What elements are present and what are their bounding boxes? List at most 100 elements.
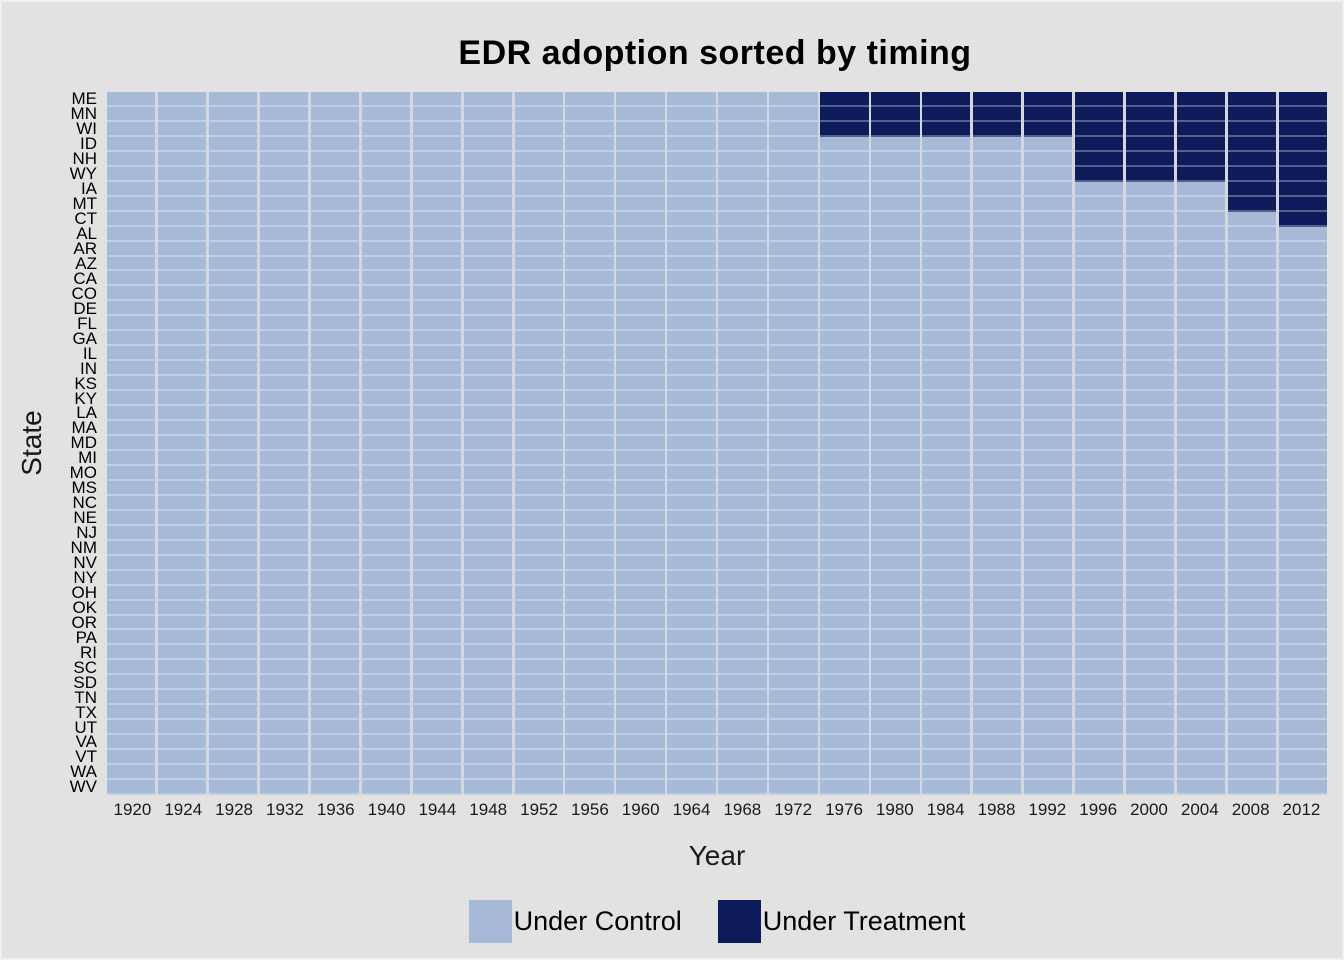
heatmap-cell-MN-1948 bbox=[463, 106, 512, 122]
heatmap-cell-NV-1988 bbox=[972, 555, 1022, 571]
heatmap-cell-IA-1988 bbox=[972, 181, 1022, 197]
heatmap-cell-CA-2008 bbox=[1227, 271, 1277, 287]
heatmap-cell-IN-2008 bbox=[1227, 361, 1277, 377]
heatmap-cell-NC-1956 bbox=[565, 495, 614, 511]
heatmap-cell-NM-1932 bbox=[259, 540, 309, 556]
heatmap-cell-MN-1996 bbox=[1074, 106, 1124, 122]
heatmap-cell-OH-1988 bbox=[972, 585, 1022, 601]
heatmap-cell-FL-1920 bbox=[107, 316, 156, 332]
x-axis-tick-label-1972: 1972 bbox=[774, 800, 813, 819]
heatmap-cell-TN-2012 bbox=[1278, 690, 1327, 706]
heatmap-cell-CA-1948 bbox=[463, 271, 512, 287]
heatmap-cell-UT-1980 bbox=[871, 720, 920, 736]
heatmap-cell-MI-1936 bbox=[310, 450, 360, 466]
heatmap-cell-MN-1936 bbox=[310, 106, 360, 122]
heatmap-cell-NC-1920 bbox=[107, 495, 156, 511]
heatmap-cell-NE-1964 bbox=[667, 510, 716, 526]
heatmap-cell-IN-1968 bbox=[718, 361, 767, 377]
y-axis-label-VT: VT bbox=[75, 747, 97, 767]
heatmap-cell-AR-2008 bbox=[1227, 241, 1277, 257]
heatmap-cell-NY-1924 bbox=[157, 570, 207, 586]
heatmap-cell-WY-1932 bbox=[259, 166, 309, 182]
heatmap-cell-TX-1972 bbox=[769, 705, 818, 721]
heatmap-cell-MS-1924 bbox=[157, 480, 207, 496]
heatmap-cell-OH-1964 bbox=[667, 585, 716, 601]
heatmap-cell-IA-2008 bbox=[1227, 181, 1277, 197]
heatmap-cell-CO-1984 bbox=[922, 286, 971, 302]
heatmap-cell-FL-1988 bbox=[972, 316, 1022, 332]
heatmap-cell-KS-1992 bbox=[1023, 376, 1073, 392]
heatmap-cell-DE-1960 bbox=[616, 301, 665, 317]
heatmap-cell-SD-1980 bbox=[871, 675, 920, 691]
heatmap-cell-NM-2008 bbox=[1227, 540, 1277, 556]
heatmap-cell-FL-1936 bbox=[310, 316, 360, 332]
heatmap-cell-MT-1988 bbox=[972, 196, 1022, 212]
heatmap-cell-AL-1924 bbox=[157, 226, 207, 242]
heatmap-cell-KS-1980 bbox=[871, 376, 920, 392]
heatmap-cell-KS-1960 bbox=[616, 376, 665, 392]
x-axis-tick-label-2008: 2008 bbox=[1231, 800, 1270, 819]
heatmap-cell-TX-1992 bbox=[1023, 705, 1073, 721]
heatmap-cell-MT-1972 bbox=[769, 196, 818, 212]
heatmap-cell-OK-1964 bbox=[667, 600, 716, 616]
heatmap-cell-NY-2008 bbox=[1227, 570, 1277, 586]
heatmap-cell-TX-1924 bbox=[157, 705, 207, 721]
heatmap-cell-MN-1980 bbox=[871, 106, 920, 122]
heatmap-cell-NH-1944 bbox=[412, 151, 462, 167]
heatmap-cell-TN-1964 bbox=[667, 690, 716, 706]
heatmap-cell-ID-1964 bbox=[667, 136, 716, 152]
heatmap-cell-MO-1984 bbox=[922, 465, 971, 481]
heatmap-cell-CT-1936 bbox=[310, 211, 360, 227]
heatmap-cell-FL-1948 bbox=[463, 316, 512, 332]
y-axis-label-PA: PA bbox=[75, 627, 97, 647]
heatmap-cell-ID-1976 bbox=[820, 136, 869, 152]
heatmap-cell-IL-1976 bbox=[820, 346, 869, 362]
heatmap-cell-ID-1940 bbox=[361, 136, 411, 152]
heatmap-cell-ID-1980 bbox=[871, 136, 920, 152]
heatmap-cell-VA-1992 bbox=[1023, 735, 1073, 751]
x-axis-tick-label-1936: 1936 bbox=[316, 800, 355, 819]
heatmap-cell-VT-1968 bbox=[718, 750, 767, 766]
control-color-swatch bbox=[468, 900, 512, 943]
heatmap-cell-GA-1996 bbox=[1074, 331, 1124, 347]
heatmap-cell-NH-1956 bbox=[565, 151, 614, 167]
heatmap-cell-FL-2012 bbox=[1278, 316, 1327, 332]
heatmap-cell-MD-2008 bbox=[1227, 436, 1277, 451]
heatmap-cell-CA-1924 bbox=[157, 271, 207, 287]
heatmap-cell-AR-1968 bbox=[718, 241, 767, 257]
heatmap-cell-GA-1940 bbox=[361, 331, 411, 347]
heatmap-cell-MD-1988 bbox=[972, 436, 1022, 451]
heatmap-cell-CA-1944 bbox=[412, 271, 462, 287]
heatmap-cell-NH-1976 bbox=[820, 151, 869, 167]
heatmap-cell-OR-1996 bbox=[1074, 615, 1124, 631]
heatmap-cell-VT-1976 bbox=[820, 750, 869, 766]
heatmap-cell-TN-1940 bbox=[361, 690, 411, 706]
y-axis-label-KY: KY bbox=[74, 388, 97, 408]
heatmap-cell-MT-1964 bbox=[667, 196, 716, 212]
heatmap-cell-KS-1928 bbox=[208, 376, 258, 392]
heatmap-cell-MD-1936 bbox=[310, 436, 360, 451]
heatmap-cell-TX-1920 bbox=[107, 705, 156, 721]
heatmap-cell-VT-1984 bbox=[922, 750, 971, 766]
heatmap-cell-IL-1948 bbox=[463, 346, 512, 362]
heatmap-cell-VA-1932 bbox=[259, 735, 309, 751]
heatmap-cell-AZ-1928 bbox=[208, 256, 258, 272]
heatmap-cell-NE-1984 bbox=[922, 510, 971, 526]
heatmap-cell-MI-1956 bbox=[565, 450, 614, 466]
heatmap-cell-WI-1932 bbox=[259, 121, 309, 137]
heatmap-cell-IL-1960 bbox=[616, 346, 665, 362]
heatmap-cell-MI-2008 bbox=[1227, 450, 1277, 466]
heatmap-cell-AR-1988 bbox=[972, 241, 1022, 257]
heatmap-cell-PA-1924 bbox=[157, 630, 207, 646]
heatmap-cell-WI-2000 bbox=[1125, 121, 1175, 137]
heatmap-cell-OK-1988 bbox=[972, 600, 1022, 616]
heatmap-cell-CO-1960 bbox=[616, 286, 665, 302]
heatmap-cell-MO-1932 bbox=[259, 465, 309, 481]
heatmap-cell-MI-1996 bbox=[1074, 450, 1124, 466]
heatmap-cell-WY-1976 bbox=[820, 166, 869, 182]
heatmap-cell-MA-1944 bbox=[412, 421, 462, 437]
heatmap-cell-MA-1984 bbox=[922, 421, 971, 437]
heatmap-cell-OR-1944 bbox=[412, 615, 462, 631]
heatmap-cell-OR-1968 bbox=[718, 615, 767, 631]
heatmap-cell-NE-1940 bbox=[361, 510, 411, 526]
